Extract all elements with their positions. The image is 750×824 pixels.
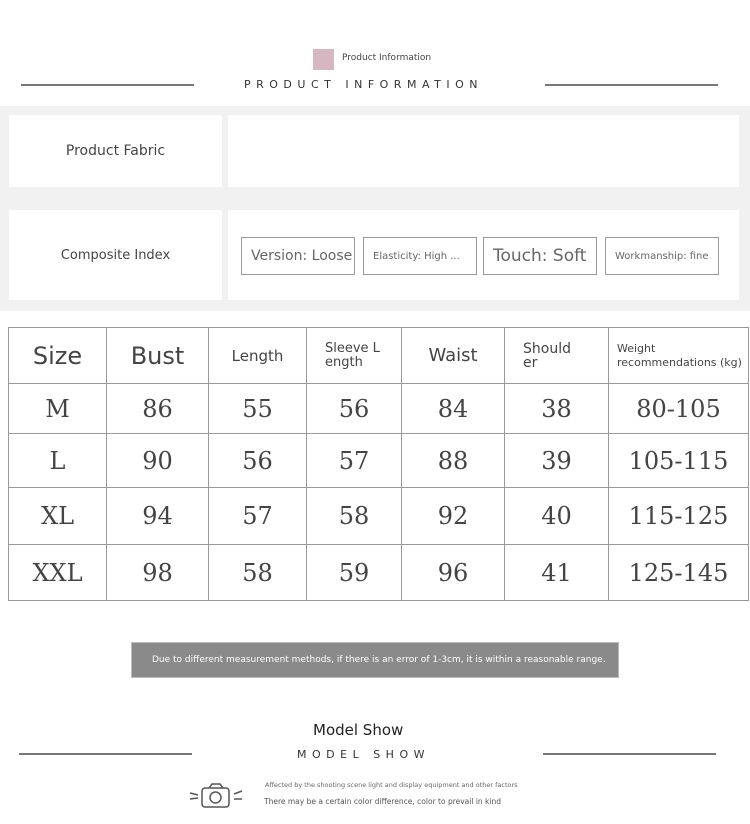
cell: 80-105 [608,383,749,434]
section-small-title: Product Information [342,53,432,63]
note-text: Due to different measurement methods, if… [152,655,606,665]
table-row: XL 94 57 58 92 40 115-125 [8,487,749,545]
model-note-line1: Affected by the shooting scene light and… [265,781,518,789]
cell: 86 [106,383,209,434]
camera-icon [189,783,243,808]
cell: XL [8,487,107,545]
cell: 58 [208,544,307,601]
divider [19,753,192,755]
header-length: Length [208,327,307,384]
measurement-note: Due to different measurement methods, if… [131,642,619,678]
fabric-value [228,115,739,187]
model-note-line2: There may be a certain color difference,… [264,797,501,806]
fabric-label: Product Fabric [9,115,222,187]
table-header-row: Size Bust Length Sleeve L ength Waist Sh… [8,327,749,384]
cell: 98 [106,544,209,601]
cell: M [8,383,107,434]
composite-index-label: Composite Index [9,210,222,300]
table-row: L 90 56 57 88 39 105-115 [8,433,749,488]
header-shoulder-text: Shoulder [523,340,571,371]
model-title: Model Show [313,721,404,739]
cell: 59 [306,544,402,601]
cell: 115-125 [608,487,749,545]
cell: 88 [401,433,505,488]
header-waist: Waist [401,327,505,384]
cell: 92 [401,487,505,545]
cell: 84 [401,383,505,434]
cell: 105-115 [608,433,749,488]
cell: 90 [106,433,209,488]
section-title: PRODUCT INFORMATION [244,78,483,91]
cell: 57 [208,487,307,545]
cell: 125-145 [608,544,749,601]
table-row: XXL 98 58 59 96 41 125-145 [8,544,749,601]
header-weight: Weight recommendations (kg) [608,327,749,384]
size-table: Size Bust Length Sleeve L ength Waist Sh… [8,327,749,601]
header-sleeve: Sleeve L ength [306,327,402,384]
header-shoulder: Shoulder [504,327,609,384]
model-subtitle: MODEL SHOW [297,748,430,761]
header-size: Size [8,327,107,384]
cell: 39 [504,433,609,488]
tag-version: Version: Loose [241,237,355,275]
cell: 58 [306,487,402,545]
divider [545,84,718,86]
cell: 55 [208,383,307,434]
cell: 41 [504,544,609,601]
cell: 40 [504,487,609,545]
divider [543,753,716,755]
cell: 38 [504,383,609,434]
cell: L [8,433,107,488]
header-bust: Bust [106,327,209,384]
cell: 56 [208,433,307,488]
tag-workmanship: Workmanship: fine [605,237,719,275]
cell: 56 [306,383,402,434]
cell: 57 [306,433,402,488]
cell: 96 [401,544,505,601]
divider [21,84,194,86]
tag-touch: Touch: Soft [483,237,597,275]
cell: 94 [106,487,209,545]
table-row: M 86 55 56 84 38 80-105 [8,383,749,434]
tag-elasticity: Elasticity: High ... [363,237,477,275]
color-swatch [313,49,334,70]
cell: XXL [8,544,107,601]
